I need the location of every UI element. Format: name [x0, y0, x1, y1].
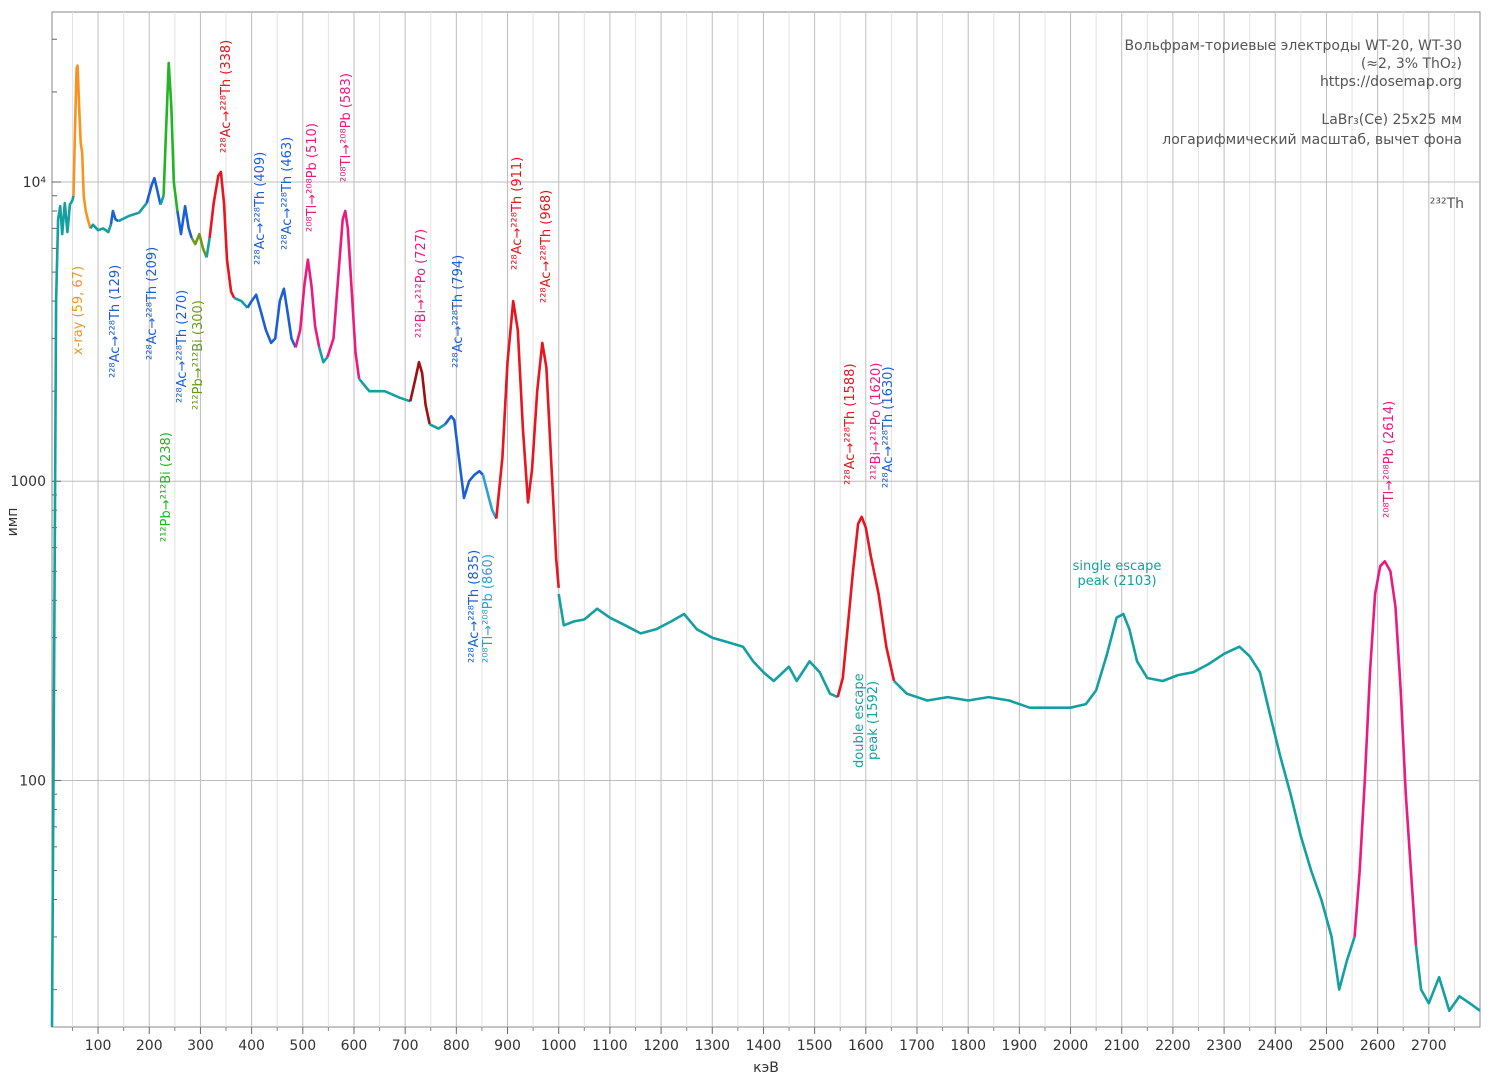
x-tick-label: 100 [85, 1038, 112, 1054]
peak-annotation: ²⁰⁸Tl→²⁰⁸Pb (860) [481, 554, 496, 663]
spectrum-segment [317, 347, 329, 364]
x-tick-label: 1700 [899, 1038, 935, 1054]
x-tick-label: 2000 [1053, 1038, 1089, 1054]
x-tick-label: 2600 [1360, 1038, 1396, 1054]
peak-annotation: ²¹²Bi→²¹²Po (1620) [869, 363, 884, 480]
x-tick-label: 2200 [1155, 1038, 1191, 1054]
x-tick-label: 1200 [643, 1038, 679, 1054]
info-text: логарифмический масштаб, вычет фона [1162, 132, 1462, 148]
x-tick-label: 1600 [848, 1038, 884, 1054]
peak-annotation: ²²⁸Ac→²²⁸Th (270) [175, 290, 190, 403]
spectrum-segment [294, 258, 321, 348]
peak-annotation: x-ray (59, 67) [71, 266, 86, 355]
x-tick-label: 200 [136, 1038, 163, 1054]
peak-annotation: ²¹²Pb→²¹²Bi (238) [159, 432, 174, 542]
peak-annotation: peak (2103) [1077, 574, 1156, 589]
peak-annotation: single escape [1073, 559, 1162, 574]
x-tick-label: 1400 [746, 1038, 782, 1054]
spectrum-segment [72, 64, 92, 229]
plot-frame [51, 11, 1481, 1028]
y-tick-label: 10⁴ [23, 175, 47, 191]
info-text: https://dosemap.org [1320, 74, 1462, 90]
x-axis-label: кэВ [753, 1060, 779, 1076]
spectrum-segment [481, 474, 498, 520]
spectrum-segment [145, 176, 162, 205]
peak-annotation: ²¹²Pb→²¹²Bi (300) [191, 300, 206, 410]
x-tick-label: 500 [289, 1038, 316, 1054]
spectrum-segment [557, 593, 839, 699]
peak-annotation: ²⁰⁸Tl→²⁰⁸Pb (2614) [1382, 401, 1397, 518]
x-tick-label: 2100 [1104, 1038, 1140, 1054]
x-tick-label: 900 [494, 1038, 521, 1054]
peak-annotation: ²⁰⁸Tl→²⁰⁸Pb (583) [339, 73, 354, 182]
x-tick-label: 2400 [1257, 1038, 1293, 1054]
peak-annotation: ²²⁸Ac→²²⁸Th (338) [219, 40, 234, 153]
spectrum-segment [1414, 945, 1481, 1012]
peak-annotation: ²²⁸Ac→²²⁸Th (794) [451, 255, 466, 368]
info-text: (≈2, 3% ThO₂) [1361, 56, 1462, 72]
spectrum-segment [495, 299, 560, 589]
spectrum-segment [429, 423, 446, 430]
spectrum-segment [162, 61, 179, 212]
x-tick-label: 1800 [950, 1038, 986, 1054]
peak-annotation: ²²⁸Ac→²²⁸Th (409) [253, 152, 268, 265]
isotope-label: ²³²Th [1430, 196, 1464, 212]
spectrum-segment [190, 232, 208, 258]
spectrum-segment [409, 360, 431, 425]
peak-annotation: ²⁰⁸Tl→²⁰⁸Pb (510) [305, 123, 320, 232]
spectrum-segment [176, 204, 193, 239]
x-tick-label: 1100 [592, 1038, 628, 1054]
info-text: LaBr₃(Ce) 25x25 мм [1321, 112, 1462, 128]
spectrum-segment [205, 237, 211, 258]
y-tick-label: 1000 [10, 474, 46, 490]
peak-annotation: ²²⁸Ac→²²⁸Th (209) [145, 247, 160, 360]
spectrum-segment [89, 223, 113, 234]
x-tick-label: 1000 [541, 1038, 577, 1054]
peak-annotation: ²¹²Bi→²¹²Po (727) [414, 229, 429, 338]
peak-annotation: ²²⁸Ac→²²⁸Th (1588) [843, 363, 858, 485]
x-tick-label: 400 [238, 1038, 265, 1054]
peak-annotation: ²²⁸Ac→²²⁸Th (911) [510, 157, 525, 270]
x-tick-label: 2700 [1411, 1038, 1447, 1054]
info-text: Вольфрам-ториевые электроды WT-20, WT-30 [1125, 38, 1462, 54]
spectrum-segment [117, 202, 148, 223]
x-tick-label: 800 [443, 1038, 470, 1054]
spectrum-segment [836, 515, 896, 698]
x-tick-label: 1500 [797, 1038, 833, 1054]
peak-annotation: ²²⁸Ac→²²⁸Th (968) [539, 190, 554, 303]
x-tick-label: 2500 [1309, 1038, 1345, 1054]
x-tick-label: 600 [341, 1038, 368, 1054]
peak-annotation: ²²⁸Ac→²²⁸Th (1630) [881, 366, 896, 488]
peak-annotation: double escape [852, 673, 867, 768]
spectrum-segment [893, 612, 1356, 991]
x-tick-label: 700 [392, 1038, 419, 1054]
peak-annotation: peak (1592) [866, 681, 881, 760]
x-tick-label: 300 [187, 1038, 214, 1054]
peak-annotation: ²²⁸Ac→²²⁸Th (835) [467, 550, 482, 663]
peak-annotation: ²²⁸Ac→²²⁸Th (129) [108, 265, 123, 378]
y-axis-label: имп [5, 508, 21, 537]
spectrum-segment [50, 195, 75, 1028]
spectrum-segment [109, 209, 120, 225]
spectrum-segment [159, 195, 165, 206]
x-tick-label: 2300 [1206, 1038, 1242, 1054]
peak-annotation: ²²⁸Ac→²²⁸Th (463) [280, 137, 295, 250]
x-tick-label: 1900 [1002, 1038, 1038, 1054]
y-tick-label: 100 [19, 773, 46, 789]
spectrum-segment [246, 287, 297, 348]
spectrum-segment [233, 296, 249, 309]
spectrum-segment [444, 414, 484, 500]
spectrum-segment [1353, 560, 1418, 946]
spectrum-segment [208, 170, 236, 299]
spectrum-segment [326, 209, 361, 379]
x-tick-label: 1300 [694, 1038, 730, 1054]
spectrum-segment [358, 377, 411, 403]
